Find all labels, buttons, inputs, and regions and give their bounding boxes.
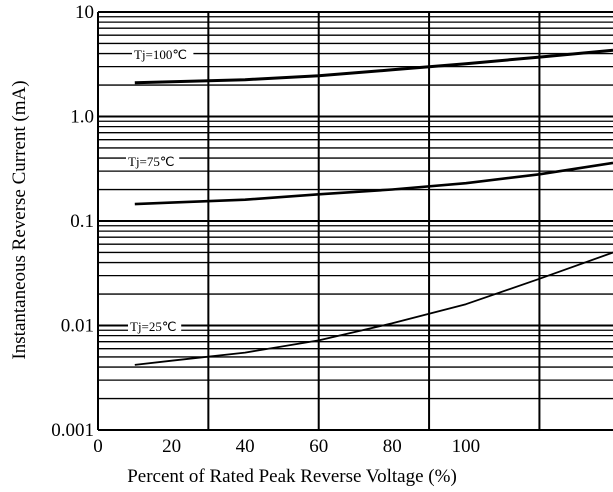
x-axis-title: Percent of Rated Peak Reverse Voltage (%… [127,466,457,487]
series-labels: Tj=100℃ Tj=75℃ Tj=25℃ [126,47,194,335]
y-tick-label: 0.1 [70,211,94,232]
y-tick-label: 0.01 [61,316,94,337]
x-tick-label: 20 [162,436,181,457]
series-lines [134,48,613,366]
series-line-2 [134,161,613,206]
y-tick-label: 10 [75,2,94,23]
x-tick-label: 100 [452,436,481,457]
y-tick-label: 0.001 [51,420,94,441]
y-axis-title: Instantaneous Reverse Current (mA) [9,80,30,359]
series-label-bg [128,319,182,335]
tick-labels: 0 20 40 60 80 100 0.001 0.01 0.1 1.0 10 [51,2,480,457]
series-line-1 [134,48,613,85]
series-label: Tj=25℃ [130,319,176,334]
x-tick-label: 40 [236,436,255,457]
x-tick-label: 80 [383,436,402,457]
series-label-bg [126,154,180,170]
series-line-3 [134,251,613,366]
x-tick-label: 0 [93,436,103,457]
grid [97,11,613,431]
series-label: Tj=100℃ [134,47,187,62]
series-label: Tj=75℃ [128,154,174,169]
y-tick-label: 1.0 [70,107,94,128]
x-tick-label: 60 [309,436,328,457]
series-label-bg [132,47,194,63]
